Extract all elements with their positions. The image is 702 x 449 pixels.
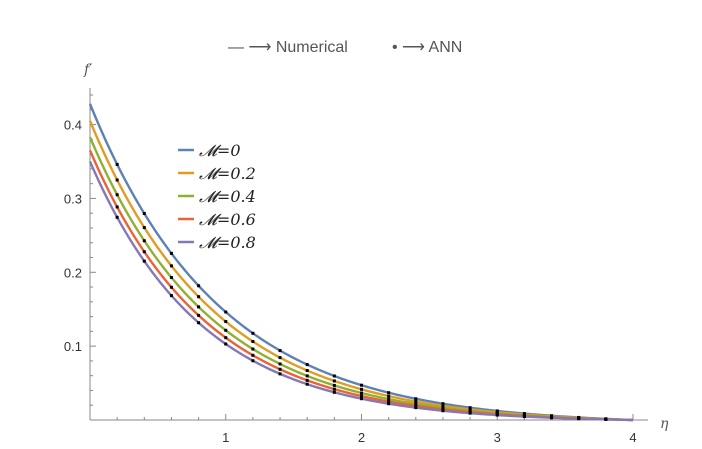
y-tick-label: 0.4 [64,118,82,133]
ann-marker [414,406,418,410]
ann-marker [441,409,445,413]
ann-marker [169,251,173,255]
series-line-4 [88,160,634,422]
ann-markers [115,162,608,421]
ann-marker [360,397,363,401]
ann-marker [550,416,554,420]
ann-marker [278,362,282,366]
series-line-0 [88,103,634,422]
ann-marker [224,310,228,314]
top-legend-numerical: — ⟶ Numerical [228,39,348,56]
ann-marker [278,372,282,376]
top-legend-ann: • ⟶ ANN [392,39,462,56]
ann-marker [414,397,418,401]
ann-marker [278,349,282,353]
ann-marker [441,406,445,410]
ann-marker [224,336,228,340]
ann-marker [387,394,391,398]
x-tick-label: 2 [358,430,365,445]
ann-marker [360,394,363,398]
ann-marker [115,205,119,209]
ann-marker [278,367,282,371]
ann-marker [414,400,418,404]
ann-marker [468,406,472,410]
curves [88,103,634,422]
ann-marker [305,374,309,378]
ann-marker [522,415,526,419]
ann-marker [305,382,309,386]
ann-marker [305,378,309,382]
ann-marker [115,162,119,166]
ann-marker [142,259,146,263]
ann-marker [197,321,201,325]
ann-marker [387,400,391,404]
ann-marker [387,391,391,395]
ann-marker [305,363,309,367]
ann-marker [169,285,173,289]
ann-marker [115,215,119,219]
ann-marker [142,250,146,254]
ann-marker [441,404,445,408]
legend-label-4: 𝓜=0.8 [199,233,256,252]
ann-marker [251,347,255,351]
ann-marker [169,294,173,298]
ann-marker [115,178,119,182]
ann-marker [360,383,363,387]
ann-marker [387,397,391,401]
ann-marker [142,212,146,216]
ann-marker [305,369,309,373]
ann-marker [251,331,255,335]
ann-marker [332,374,336,378]
ann-marker [169,276,173,280]
x-tick-label: 4 [629,430,636,445]
ann-marker [360,387,363,391]
series-line-3 [88,149,634,422]
ann-marker [224,328,228,332]
ann-marker [169,264,173,268]
axes: 1 2 3 4 0.1 0.2 0.3 0.4 [64,88,648,445]
ann-marker [197,313,201,317]
y-tick-label: 0.3 [64,191,82,206]
ann-marker [332,379,336,383]
ann-marker [224,320,228,324]
ann-marker [332,387,336,391]
x-tick-label: 1 [222,430,229,445]
ann-marker [360,391,363,395]
ann-marker [142,226,146,230]
ann-marker [414,404,418,408]
y-tick-label: 0.2 [64,265,82,280]
ann-marker [251,340,255,344]
ann-marker [414,402,418,406]
ann-marker [115,193,119,197]
ann-marker [278,356,282,360]
ann-marker [604,417,608,421]
ann-marker [441,402,445,406]
series-line-1 [88,120,634,422]
legend-label-0: 𝓜=0 [199,141,241,160]
ann-marker [468,411,472,415]
ann-marker [142,239,146,243]
legend: 𝓜=0 𝓜=0.2 𝓜=0.4 𝓜=0.6 𝓜=0.8 [178,141,256,252]
ann-marker [332,390,336,394]
y-axis-label: f′ [83,62,93,78]
ann-marker [577,417,581,421]
legend-label-2: 𝓜=0.4 [199,187,256,206]
x-axis-label: η [660,416,669,432]
x-tick-label: 3 [494,430,501,445]
ann-marker [495,413,499,417]
ann-marker [197,295,201,299]
ann-marker [332,383,336,387]
ann-marker [224,342,228,346]
ann-marker [251,359,255,363]
ann-marker [387,402,391,406]
y-tick-label: 0.1 [64,339,82,354]
ann-marker [197,305,201,309]
legend-label-3: 𝓜=0.6 [199,210,256,229]
legend-label-1: 𝓜=0.2 [199,164,256,183]
ann-marker [251,353,255,357]
ann-marker [197,284,201,288]
top-legend: — ⟶ Numerical • ⟶ ANN [228,39,462,56]
